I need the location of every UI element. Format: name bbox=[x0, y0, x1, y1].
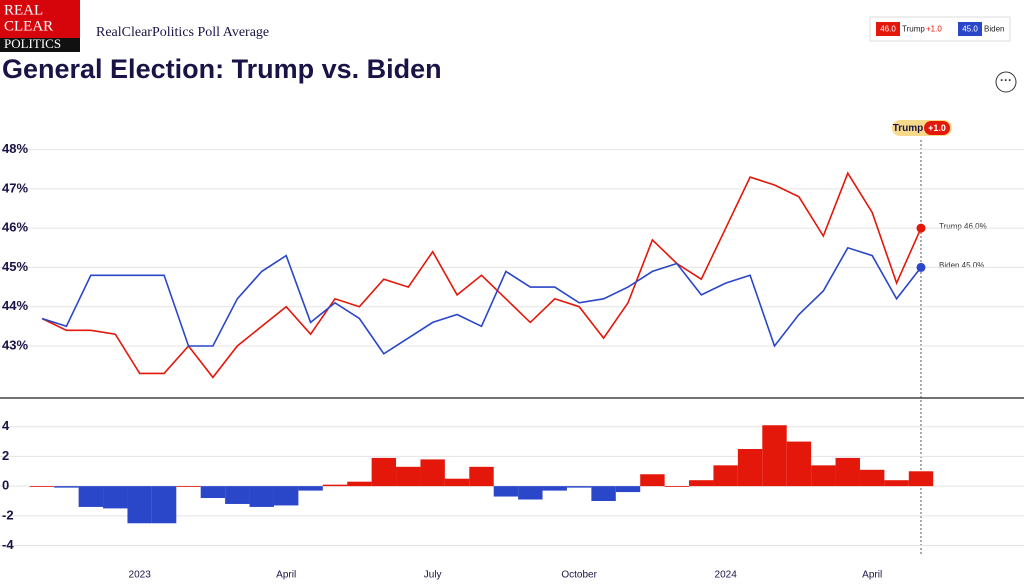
bar bbox=[127, 486, 152, 524]
bar bbox=[322, 484, 348, 487]
legend-name: Biden bbox=[984, 25, 1004, 34]
logo-band bbox=[0, 38, 80, 52]
bar bbox=[420, 459, 445, 487]
x-tick-label: April bbox=[862, 570, 882, 581]
bar bbox=[689, 480, 714, 487]
y-tick-label: 44% bbox=[2, 298, 28, 313]
bar bbox=[542, 486, 567, 491]
y-tick-label: 4 bbox=[2, 418, 10, 433]
badge-pill bbox=[924, 121, 950, 135]
x-tick-label: April bbox=[276, 570, 296, 581]
y-tick-label: 0 bbox=[2, 478, 9, 493]
bar bbox=[762, 425, 787, 487]
legend-value: 45.0 bbox=[962, 25, 978, 34]
bar bbox=[298, 486, 323, 491]
bar bbox=[54, 486, 79, 488]
y-tick-label: -2 bbox=[2, 507, 14, 522]
legend-name: Trump bbox=[902, 25, 925, 34]
legend-swatch bbox=[876, 22, 900, 36]
end-dot bbox=[916, 223, 926, 233]
subtitle: RealClearPolitics Poll Average bbox=[96, 25, 269, 40]
bar bbox=[444, 478, 470, 487]
series-line bbox=[41, 246, 922, 355]
bar bbox=[273, 486, 299, 506]
bar bbox=[371, 457, 397, 487]
badge-change: +1.0 bbox=[928, 123, 946, 133]
series-line bbox=[41, 171, 922, 379]
bar bbox=[737, 449, 763, 487]
legend-value: 46.0 bbox=[880, 25, 896, 34]
bar bbox=[591, 486, 616, 501]
bar bbox=[469, 466, 494, 487]
y-tick-label: 46% bbox=[2, 220, 28, 235]
logo-text: POLITICS bbox=[4, 36, 61, 51]
end-label: Biden 45.0% bbox=[939, 261, 984, 270]
bar bbox=[884, 480, 909, 487]
chart-title: General Election: Trump vs. Biden bbox=[2, 54, 442, 84]
bar bbox=[396, 466, 421, 487]
bar bbox=[176, 486, 201, 487]
bar bbox=[249, 486, 274, 507]
x-tick-label: October bbox=[561, 570, 597, 581]
legend-change: +1.0 bbox=[926, 25, 942, 34]
bar bbox=[664, 486, 690, 487]
y-tick-label: 2 bbox=[2, 448, 9, 463]
bar bbox=[103, 486, 128, 509]
bar bbox=[200, 486, 226, 499]
bar bbox=[786, 441, 812, 487]
bar bbox=[347, 481, 372, 487]
bar bbox=[859, 469, 885, 487]
bar bbox=[835, 457, 860, 487]
bar bbox=[78, 486, 104, 507]
y-tick-label: 45% bbox=[2, 259, 28, 274]
bar bbox=[811, 465, 836, 487]
bar bbox=[518, 486, 543, 500]
bar bbox=[640, 474, 665, 487]
logo-text: CLEAR bbox=[4, 18, 53, 34]
bar bbox=[908, 471, 934, 487]
menu-button[interactable] bbox=[995, 71, 1017, 93]
x-tick-label: July bbox=[424, 570, 442, 581]
x-tick-label: 2023 bbox=[129, 570, 152, 581]
legend-swatch bbox=[958, 22, 982, 36]
x-tick-label: 2024 bbox=[715, 570, 738, 581]
bar bbox=[225, 486, 250, 504]
y-tick-label: 47% bbox=[2, 180, 28, 195]
end-dot bbox=[916, 262, 926, 272]
end-label: Trump 46.0% bbox=[939, 222, 987, 231]
menu-dots: ··· bbox=[1000, 73, 1012, 87]
y-tick-label: 43% bbox=[2, 337, 28, 352]
bar bbox=[566, 486, 592, 488]
bar bbox=[29, 486, 55, 487]
logo-text: REAL bbox=[4, 2, 43, 18]
badge-name: Trump bbox=[893, 123, 924, 134]
bar bbox=[493, 486, 519, 497]
y-tick-label: 48% bbox=[2, 141, 28, 156]
y-tick-label: -4 bbox=[2, 537, 14, 552]
bar bbox=[151, 486, 177, 524]
bar bbox=[615, 486, 641, 493]
bar bbox=[713, 465, 738, 487]
